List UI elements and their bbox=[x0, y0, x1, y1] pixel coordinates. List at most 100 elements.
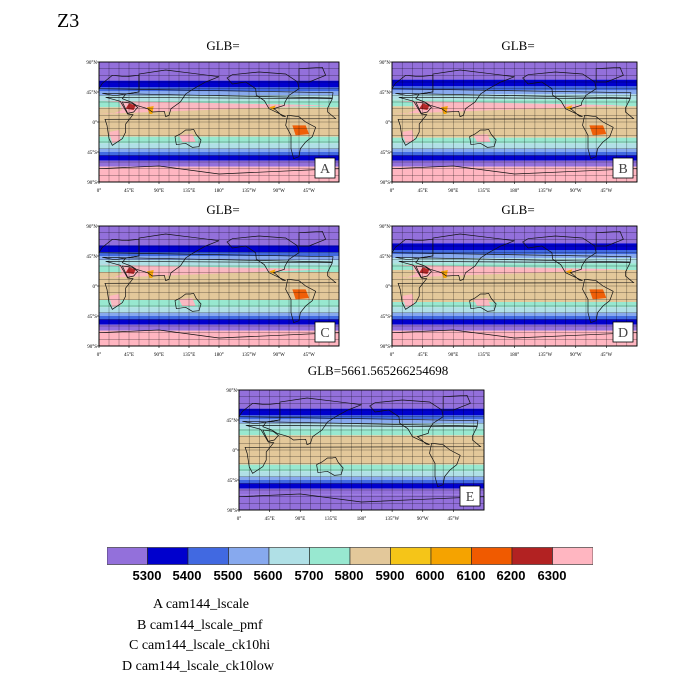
hot-region-amazon bbox=[292, 289, 309, 300]
colorbar-label-6200: 6200 bbox=[496, 568, 526, 583]
coastline-namerica bbox=[226, 235, 300, 282]
coastline-greenland bbox=[595, 66, 624, 83]
coastline-arabia bbox=[262, 429, 279, 442]
lon-tick-label: 90°W bbox=[570, 353, 582, 358]
map-e-svg: 90°N45°N0°45°S90°S0° 45°E 90°E 135°E 180° 135… bbox=[226, 389, 485, 522]
panel-letter-box bbox=[314, 321, 336, 343]
lon-tick-label: 180° bbox=[510, 189, 520, 194]
panel-e-title: GLB=5661.565266254698 bbox=[307, 363, 449, 378]
hot-region-sahara bbox=[392, 100, 627, 114]
lon-tick-label: 0° bbox=[97, 189, 102, 194]
lat-tick-label: 45°S bbox=[380, 315, 390, 320]
coastline-asia bbox=[121, 233, 220, 282]
lon-tick-label: 90°E bbox=[448, 353, 458, 358]
lat-tick-label: 45°S bbox=[87, 315, 97, 320]
legend-line-a: A cam144_lscale bbox=[153, 597, 250, 612]
lon-tick-label: 45°W bbox=[303, 189, 315, 194]
lon-tick-label: 90°E bbox=[154, 353, 164, 358]
panel-letter: A bbox=[320, 162, 331, 177]
lon-tick-label: 90°W bbox=[417, 517, 429, 522]
hot-region-south-africa bbox=[109, 130, 121, 144]
lon-tick-label: 135°W bbox=[538, 353, 552, 358]
lon-tick-label: 90°E bbox=[154, 189, 164, 194]
hot-region-sahara bbox=[99, 264, 329, 278]
coastline-africa bbox=[104, 260, 337, 310]
panel-letter-box bbox=[459, 485, 481, 507]
coastline-australia bbox=[316, 456, 344, 476]
coastline-australia bbox=[469, 128, 497, 148]
lon-tick-label: 45°W bbox=[303, 353, 315, 358]
colorbar-label-5300: 5300 bbox=[132, 568, 162, 583]
legend-line-c: C cam144_lscale_ck10hi bbox=[129, 638, 271, 653]
hot-region-australia-hot bbox=[179, 134, 196, 142]
map-b-svg: 90°N45°N0°45°S90°S0° 45°E 90°E 135°E 180° 135… bbox=[379, 61, 638, 194]
lat-tick-label: 45°N bbox=[86, 255, 97, 260]
lat-tick-label: 90°N bbox=[86, 61, 97, 66]
coastline-samerica bbox=[285, 278, 317, 324]
coastline-namerica bbox=[369, 399, 444, 446]
panel-e-map: 90°N 45°N 0° 45°S 90°S 0° 45°E 90°E 135°E 180° 135… bbox=[215, 380, 490, 533]
colorbar-swatch-6 bbox=[349, 547, 391, 565]
panel-letter-box bbox=[612, 157, 634, 179]
hot-region-south-africa bbox=[402, 130, 415, 144]
coastline-australia bbox=[174, 128, 202, 148]
hot-region-arabia-hot bbox=[125, 103, 136, 110]
coastline-greenland bbox=[595, 230, 624, 247]
panel-b-map: 90°N 45°N 0° 45°S 90°S 0° 45°E 90°E 135°E 180° 135… bbox=[368, 52, 643, 205]
lat-tick-label: 90°S bbox=[87, 345, 97, 350]
colorbar-swatch-7 bbox=[390, 547, 432, 565]
hot-region-australia-hot bbox=[473, 134, 491, 142]
hot-region-sahara bbox=[99, 100, 329, 114]
coastline-africa bbox=[104, 96, 337, 146]
panel-a-title: GLB= bbox=[206, 38, 240, 53]
coastline-samerica bbox=[582, 278, 614, 324]
lat-tick-label: 90°S bbox=[380, 345, 390, 350]
colorbar-swatch-10 bbox=[511, 547, 553, 565]
lat-tick-label: 45°S bbox=[380, 151, 390, 156]
colorbar-swatch-4 bbox=[268, 547, 310, 565]
coastline-namerica bbox=[522, 235, 597, 282]
lon-tick-label: 0° bbox=[390, 353, 395, 358]
panel-d-title: GLB= bbox=[501, 202, 535, 217]
coastline-samerica bbox=[582, 114, 614, 160]
lat-tick-label: 90°S bbox=[380, 181, 390, 186]
colorbar-svg bbox=[106, 547, 594, 565]
lat-tick-label: 90°S bbox=[227, 509, 237, 514]
hot-region-amazon bbox=[589, 289, 607, 300]
coastline-asia bbox=[121, 69, 220, 118]
hot-region-sahara bbox=[392, 264, 627, 278]
coastline-greenland bbox=[298, 66, 327, 83]
colorbar-label-6000: 6000 bbox=[415, 568, 445, 583]
lat-tick-label: 45°N bbox=[379, 91, 390, 96]
lon-tick-label: 180° bbox=[357, 517, 367, 522]
coastline-africa bbox=[397, 260, 635, 310]
lon-tick-label: 45°E bbox=[124, 353, 134, 358]
lon-tick-label: 45°E bbox=[418, 353, 428, 358]
hot-region-australia-hot bbox=[473, 298, 491, 306]
coastline-arabia bbox=[121, 265, 139, 278]
coastline-asia bbox=[415, 233, 515, 282]
colorbar-label-6100: 6100 bbox=[456, 568, 486, 583]
colorbar-swatch-11 bbox=[552, 547, 594, 565]
coastline-africa bbox=[244, 424, 482, 474]
colorbar-label-6300: 6300 bbox=[537, 568, 567, 583]
lon-tick-label: 0° bbox=[97, 353, 102, 358]
lon-tick-label: 45°E bbox=[418, 189, 428, 194]
hot-region-amazon bbox=[292, 125, 309, 136]
panel-letter: E bbox=[466, 490, 475, 505]
lon-tick-label: 45°E bbox=[124, 189, 134, 194]
lat-tick-label: 0° bbox=[93, 285, 98, 290]
coastline-australia bbox=[469, 292, 497, 312]
panel-letter-box bbox=[612, 321, 634, 343]
lon-tick-label: 135°E bbox=[478, 189, 491, 194]
colorbar-swatch-3 bbox=[228, 547, 270, 565]
coastline-samerica bbox=[429, 442, 461, 488]
colorbar bbox=[106, 547, 594, 570]
panel-a-map: 90°N 45°N 0° 45°S 90°S 0° 45°E 90°E 135°E 180° 135… bbox=[75, 52, 345, 205]
colorbar-label-5400: 5400 bbox=[172, 568, 202, 583]
lat-tick-label: 0° bbox=[233, 449, 238, 454]
lat-tick-label: 45°N bbox=[379, 255, 390, 260]
colorbar-swatch-5 bbox=[309, 547, 351, 565]
lon-tick-label: 90°E bbox=[448, 189, 458, 194]
lon-tick-label: 90°W bbox=[273, 353, 285, 358]
